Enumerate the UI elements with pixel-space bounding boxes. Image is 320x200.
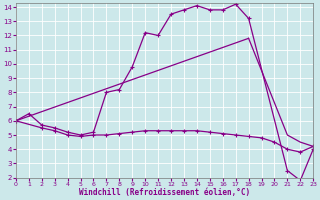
X-axis label: Windchill (Refroidissement éolien,°C): Windchill (Refroidissement éolien,°C) bbox=[79, 188, 250, 197]
